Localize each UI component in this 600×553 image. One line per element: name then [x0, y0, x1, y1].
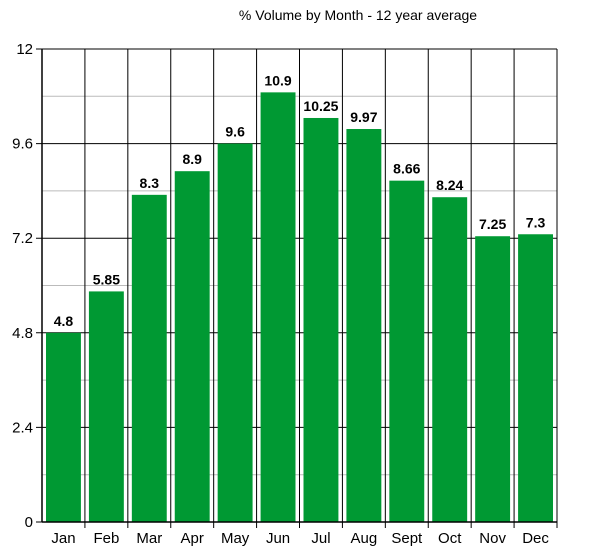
data-label: 8.9 — [182, 151, 202, 167]
axis-layer: 0 2.4 4.8 7.2 9.6 12 Jan Feb Mar Apr May Jun Jul Aug S… — [12, 41, 557, 547]
chart-title: % Volume by Month - 12 year average — [239, 7, 477, 23]
bar-layer — [46, 92, 553, 523]
bar — [389, 180, 425, 522]
x-tick-label: Jan — [51, 530, 75, 547]
bar — [303, 117, 339, 523]
bar — [46, 332, 81, 522]
y-tick-label: 7.2 — [12, 230, 33, 247]
x-tick-label: Sept — [391, 530, 423, 547]
x-tick-label: Apr — [181, 530, 204, 547]
bar — [518, 234, 553, 522]
bar — [346, 129, 382, 522]
data-label: 4.8 — [54, 313, 74, 329]
x-tick-label: Jun — [266, 530, 290, 547]
label-layer: 4.8 5.85 8.3 8.9 9.6 10.9 10.25 9.97 8.66 8.24 7.2… — [54, 72, 546, 328]
x-tick-label: Nov — [479, 530, 506, 547]
data-label: 8.24 — [436, 177, 463, 193]
data-label: 10.25 — [303, 98, 338, 114]
data-label: 9.97 — [350, 109, 377, 125]
bar — [88, 291, 124, 522]
x-tick-label: Dec — [522, 530, 549, 547]
y-tick-label: 2.4 — [12, 419, 33, 436]
x-tick-label: Mar — [136, 530, 162, 547]
x-tick-label: Jul — [311, 530, 330, 547]
bar — [174, 171, 210, 523]
data-label: 10.9 — [264, 72, 291, 88]
data-label: 7.3 — [526, 214, 546, 230]
data-label: 8.66 — [393, 161, 420, 177]
y-tick-label: 9.6 — [12, 136, 33, 153]
y-tick-label: 4.8 — [12, 325, 33, 342]
y-tick-label: 0 — [25, 514, 33, 531]
y-tick-label: 12 — [16, 41, 33, 58]
bar — [260, 92, 296, 522]
x-tick-label: Feb — [93, 530, 119, 547]
bar — [217, 143, 253, 522]
bar — [475, 236, 511, 522]
x-tick-label: Aug — [351, 530, 378, 547]
x-tick-label: May — [221, 530, 250, 547]
bar — [432, 197, 468, 522]
bar — [131, 194, 167, 522]
x-tick-label: Oct — [438, 530, 462, 547]
data-label: 8.3 — [140, 175, 160, 191]
data-label: 7.25 — [479, 216, 506, 232]
data-label: 9.6 — [225, 124, 245, 140]
data-label: 5.85 — [93, 271, 120, 287]
